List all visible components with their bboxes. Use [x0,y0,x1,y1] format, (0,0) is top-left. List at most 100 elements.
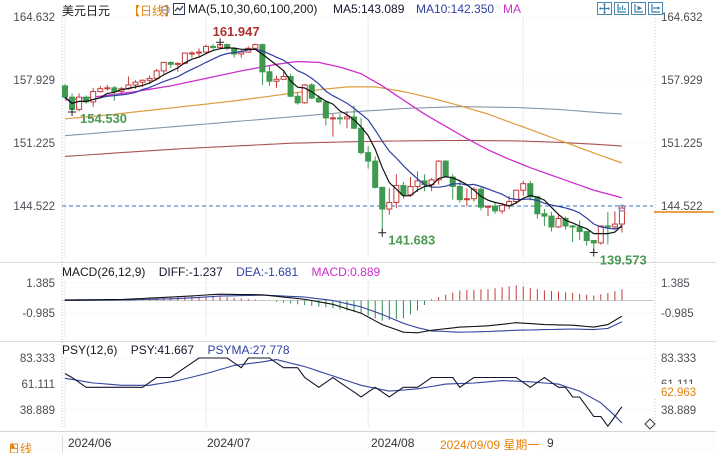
last-price-marker [618,204,626,212]
footer-separator [62,436,63,453]
axis-label: -0.985 [661,308,694,320]
candle-body [238,51,245,55]
candle-body [541,213,548,217]
candle-body [301,84,308,104]
candle-body [534,196,541,215]
chart-canvas[interactable]: 161.947 154.530 141.683 139.573 164.632 164.6… [0,0,716,431]
candle-body [492,205,499,212]
collapse-icon[interactable]: ⊖ [160,2,171,17]
main-chart-header: 美元日元 【日线】 ⊖ MA(5,10,30,60,100,200) MA5:1… [0,0,716,18]
axis-label: 164.632 [13,12,55,24]
candle-body [435,160,442,181]
symbol-title: 美元日元 [62,4,111,18]
period-arrow-icon: ▲ [8,440,17,450]
covered-date-label: 9 [547,436,554,450]
candle-body [379,186,386,210]
date-label: 2024/08 [371,436,415,450]
macd-header: MACD(26,12,9) DIFF:-1.237 DEA:-1.681 MAC… [62,265,390,279]
candle-body [499,204,506,212]
candle-body [287,76,294,97]
cursor-diamond [644,418,656,430]
candle-body [442,160,449,178]
candle-body [393,185,400,203]
candle-body [266,71,273,82]
axis-label: 38.889 [661,405,696,417]
candle-body [329,117,336,120]
dea-line [65,294,623,333]
label-mask [654,384,714,397]
candle-body [315,97,322,103]
candle-body [456,185,463,201]
candle-body [449,176,456,187]
period-tag[interactable]: 【日线】 [128,4,177,18]
macd-title[interactable]: MACD(26,12,9) [62,265,146,279]
psy-header: PSY(12,6) PSY:41.667 PSYMA:27.778 [62,343,300,357]
axis-label: 151.225 [13,138,55,150]
candle-body [513,189,520,203]
candle-body [506,201,513,206]
psyma-value-label: PSYMA:27.778 [207,343,290,357]
axis-label: 151.225 [661,138,703,150]
candle-body [76,96,83,110]
candle-body [97,88,104,93]
axis-label: 61.111 [22,379,55,391]
date-label: 2024/06 [68,436,112,450]
time-axis-bar: 日线 ▲ 2024/06 2024/07 2024/08 2024/09/09 … [0,431,716,453]
candle-body [372,160,379,188]
candle-body [463,198,470,201]
ma200-line [64,139,622,157]
psy-current-value-label: 62.963 [661,387,696,399]
date-label: 2024/07 [207,436,251,450]
candle-body [132,81,139,86]
candle-body [111,87,118,93]
axis-label: -0.985 [22,308,55,320]
candle-body [139,79,146,83]
axis-label: 144.522 [661,201,703,213]
candle-body [153,70,160,79]
move-crosshair-icon[interactable] [597,2,612,15]
price-annotation: 141.683 [388,233,435,248]
candle-body [485,205,491,208]
chart-step-icon[interactable] [648,2,663,15]
candle-body [90,91,97,103]
candle-body [188,52,195,55]
axis-label: 1.385 [26,278,55,290]
candle-body [160,61,167,72]
candle-body [470,188,477,200]
candle-body [252,44,259,49]
chart-zoom-icon[interactable] [614,2,629,15]
candle-body [527,183,534,198]
axis-label: 157.929 [13,75,55,87]
candle-body [555,217,562,228]
diff-line [65,293,623,334]
axis-label: 157.929 [661,75,703,87]
candle-body [365,152,372,162]
price-annotation: 161.947 [213,24,260,39]
ma-more-label: MA [503,2,521,16]
candle-body [104,87,111,90]
candle-body [583,231,590,242]
candle-body [195,51,202,54]
candle-body [280,76,287,80]
candle-body [322,101,329,119]
candle-body [520,183,527,191]
candle-body [210,45,217,48]
ma10-line [64,48,623,230]
candle-body [358,127,365,154]
candle-body [400,185,407,196]
candle-body [414,180,421,187]
axis-label: 164.632 [661,12,703,24]
candle-body [203,45,209,53]
chart-play-icon[interactable] [631,2,646,15]
psy-title[interactable]: PSY(12,6) [62,343,118,357]
axis-label: 38.889 [20,405,55,417]
ma60-line [64,86,623,164]
ma-settings-label[interactable]: MA(5,10,30,60,100,200) [188,2,318,16]
panel-divider [0,341,716,342]
macd-dea-label: DEA:-1.681 [236,265,299,279]
period-label: 日线 [8,442,33,453]
candle-body [146,77,153,81]
line-chart-icon [173,3,185,15]
extreme-marker [216,38,225,47]
ma30-line [64,60,623,199]
